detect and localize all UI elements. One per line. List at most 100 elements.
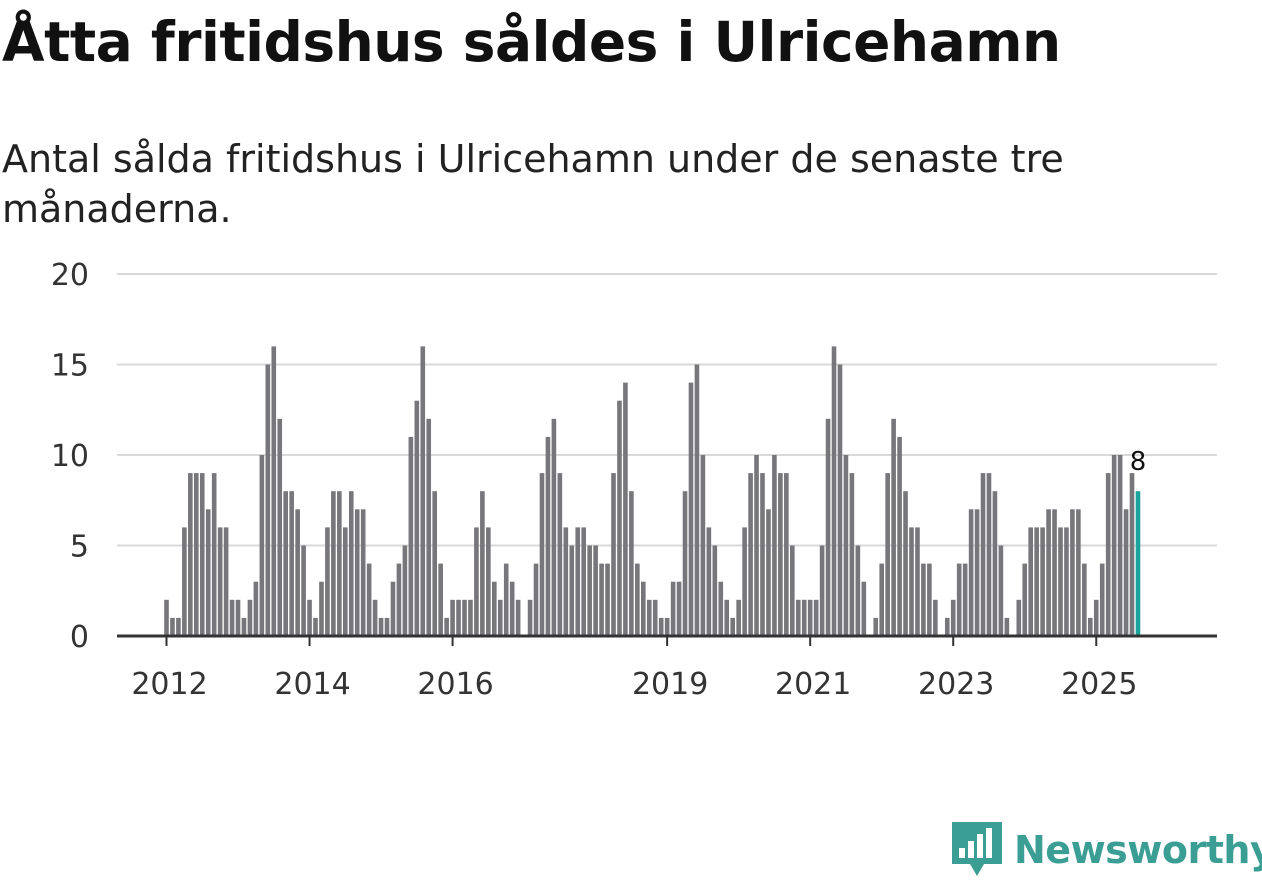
y-tick-label: 10 — [51, 439, 89, 474]
bar — [378, 617, 384, 636]
bar — [1040, 527, 1045, 636]
bar — [968, 509, 974, 636]
bar — [700, 455, 706, 636]
bar — [1076, 509, 1081, 636]
bar — [271, 346, 277, 636]
bar — [843, 455, 849, 636]
newsworthy-logo-icon — [952, 822, 1002, 876]
bar — [384, 617, 390, 636]
bar — [742, 527, 747, 636]
bar — [879, 563, 884, 636]
bar — [1028, 527, 1033, 636]
bar — [432, 491, 437, 636]
bar — [188, 473, 193, 636]
bar — [998, 545, 1004, 636]
bar — [712, 545, 718, 636]
bar — [652, 599, 658, 636]
bar — [313, 617, 318, 636]
bar — [199, 473, 205, 636]
bar — [778, 473, 783, 636]
bar — [599, 563, 604, 636]
bar — [360, 509, 366, 636]
bar — [194, 473, 199, 636]
bar — [718, 581, 724, 636]
bar — [354, 509, 360, 636]
bar — [670, 581, 676, 636]
x-tick-label: 2021 — [775, 667, 851, 702]
y-tick-label: 0 — [70, 620, 89, 655]
bar — [1052, 509, 1057, 636]
bar — [754, 455, 759, 636]
bar — [235, 599, 241, 636]
y-tick-label: 15 — [51, 349, 89, 384]
bar — [462, 599, 467, 636]
bar — [1111, 455, 1117, 636]
bar — [402, 545, 408, 636]
bar — [1034, 527, 1039, 636]
bar — [456, 599, 461, 636]
bar — [891, 418, 896, 636]
bar — [1088, 617, 1093, 636]
bar — [1123, 509, 1129, 636]
bar — [426, 418, 432, 636]
bar — [646, 599, 652, 636]
bar — [182, 527, 187, 636]
bar — [497, 599, 503, 636]
bar — [533, 563, 539, 636]
x-tick-label: 2025 — [1061, 667, 1137, 702]
bar — [593, 545, 598, 636]
bar — [408, 436, 414, 636]
bar — [241, 617, 247, 636]
y-tick-label: 5 — [70, 530, 89, 565]
bar — [962, 563, 968, 636]
bar — [527, 599, 533, 636]
x-tick-label: 2023 — [918, 667, 994, 702]
bar — [766, 509, 771, 636]
x-tick-label: 2012 — [131, 667, 207, 702]
x-tick-label: 2016 — [417, 667, 493, 702]
bar — [813, 599, 819, 636]
bars — [164, 346, 1141, 636]
bar — [223, 527, 229, 636]
bar — [1016, 599, 1022, 636]
bar — [897, 436, 902, 636]
bar — [950, 599, 956, 636]
bar — [503, 563, 509, 636]
bar — [611, 473, 616, 636]
bar — [837, 364, 843, 636]
bar — [1099, 563, 1105, 636]
bar — [986, 473, 992, 636]
bar — [1064, 527, 1069, 636]
bar — [551, 418, 557, 636]
bar — [557, 473, 563, 636]
bar — [682, 491, 688, 636]
bar — [581, 527, 586, 636]
bar — [390, 581, 396, 636]
bar — [277, 418, 283, 636]
bar — [575, 527, 581, 636]
bar — [623, 382, 628, 636]
bar — [1070, 509, 1075, 636]
bar — [688, 382, 694, 636]
bar — [348, 491, 354, 636]
bar — [790, 545, 795, 636]
bar — [331, 491, 336, 636]
bar — [849, 473, 855, 636]
bar — [730, 617, 735, 636]
bar — [545, 436, 551, 636]
bar — [509, 581, 515, 636]
bar — [1093, 599, 1099, 636]
bar — [217, 527, 223, 636]
bar — [563, 527, 569, 636]
bar — [736, 599, 741, 636]
bar — [289, 491, 294, 636]
bar — [319, 581, 324, 636]
y-axis-ticks: 0 5 10 15 20 — [51, 258, 89, 655]
bar — [903, 491, 908, 636]
bar — [831, 346, 837, 636]
bar — [492, 581, 497, 636]
bar — [420, 346, 426, 636]
bar — [1117, 455, 1123, 636]
bar — [229, 599, 235, 636]
